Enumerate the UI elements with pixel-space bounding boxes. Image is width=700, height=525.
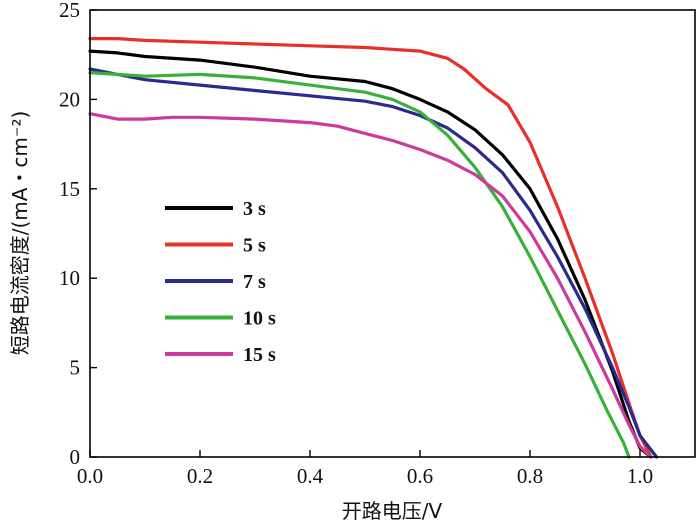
y-axis-ticks: 0 5 10 15 20 25 <box>59 0 97 469</box>
legend-label-3: 10 s <box>243 308 276 330</box>
legend-label-2: 7 s <box>243 271 266 293</box>
x-tick-label: 1.0 <box>627 464 653 488</box>
y-tick-label: 10 <box>59 266 80 290</box>
x-axis-ticks: 0.0 0.2 0.4 0.6 0.8 1.0 <box>77 450 653 488</box>
legend: 3 s 5 s 7 s 10 s 15 s <box>165 198 276 366</box>
y-tick-label: 15 <box>59 177 80 201</box>
series-line-1 <box>88 37 653 459</box>
legend-label-0: 3 s <box>243 198 266 220</box>
x-tick-label: 0.4 <box>297 464 324 488</box>
plot-frame <box>89 9 696 458</box>
legend-label-1: 5 s <box>243 235 266 257</box>
series-lines <box>88 37 659 459</box>
y-tick-label: 25 <box>59 0 80 22</box>
legend-label-4: 15 s <box>243 344 276 366</box>
y-tick-label: 0 <box>70 445 81 469</box>
y-tick-label: 5 <box>70 356 81 380</box>
x-tick-label: 0.8 <box>517 464 543 488</box>
series-line-0 <box>88 49 653 459</box>
x-tick-label: 0.6 <box>407 464 433 488</box>
series-line-3 <box>88 71 631 459</box>
series-line-2 <box>88 67 659 459</box>
y-tick-label: 20 <box>59 87 80 111</box>
series-line-4 <box>88 112 653 459</box>
x-tick-label: 0.0 <box>77 464 103 488</box>
x-tick-label: 0.2 <box>187 464 213 488</box>
y-axis-label: 短路电流密度/(mA・cm⁻²) <box>8 111 32 356</box>
x-axis-label: 开路电压/V <box>342 499 443 523</box>
